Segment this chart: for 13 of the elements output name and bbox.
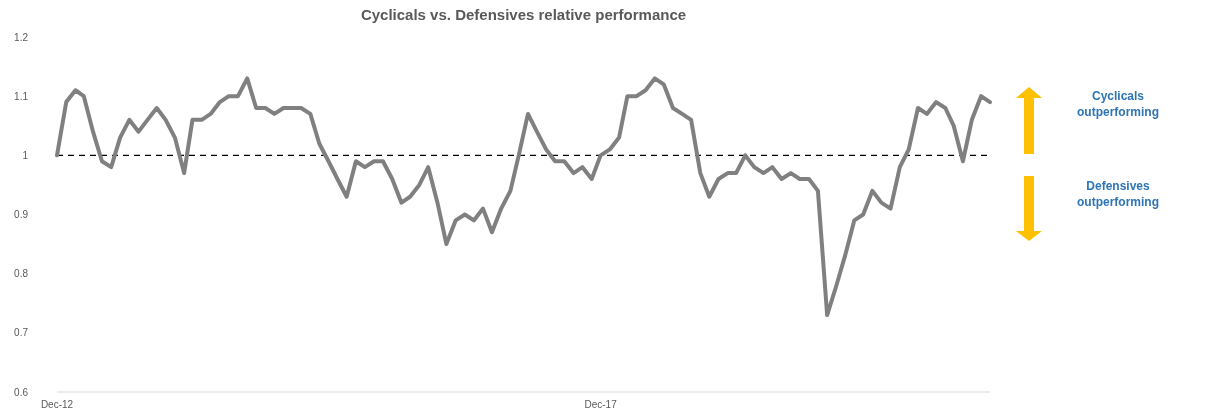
y-tick-label: 1.1 <box>14 90 29 102</box>
y-tick-label: 0.6 <box>14 386 29 398</box>
line-series <box>55 76 992 318</box>
text: Defensives outperforming <box>1077 179 1159 209</box>
y-tick-label: 1.2 <box>14 31 29 43</box>
x-tick-label: Dec-12 <box>40 399 74 410</box>
y-tick-label: 0.8 <box>14 268 29 280</box>
y-tick-label: 1 <box>22 149 29 161</box>
y-tick-label: 0.9 <box>14 209 29 220</box>
text: Cyclicals outperforming <box>1077 89 1159 119</box>
y-tick-label: 0.7 <box>14 327 29 339</box>
x-tick-label: Dec-17 <box>584 399 618 410</box>
chart-title: Cyclicals vs. Defensives relative performance <box>360 6 687 23</box>
